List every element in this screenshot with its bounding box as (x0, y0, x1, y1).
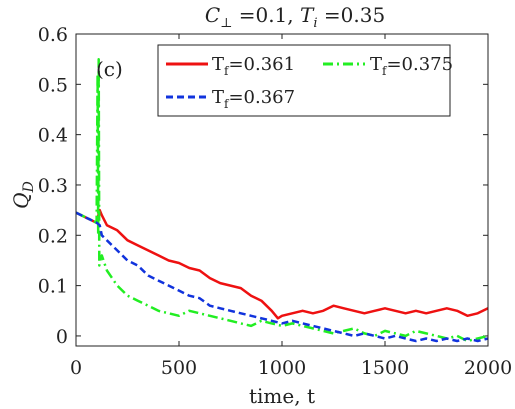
chart-title: C⊥ =0.1, Ti =0.35 (205, 3, 385, 31)
legend-label-series-1: Tf=0.361 (212, 54, 295, 78)
legend: Tf=0.361 Tf=0.375 Tf=0.367 (157, 44, 453, 117)
x-tick-label: 1000 (258, 357, 306, 379)
x-tick-label: 2000 (464, 357, 512, 379)
x-tick-label: 1500 (361, 357, 409, 379)
tick-layer: 0 500 1000 1500 2000 0 0.1 0.2 0.3 0.4 0.5 0.6 (38, 24, 512, 379)
y-tick-label: 0 (56, 326, 68, 348)
plot-frame (75, 33, 489, 347)
series-line-3 (75, 211, 489, 343)
y-tick-label: 0.1 (38, 276, 68, 298)
panel-label: (c) (96, 57, 123, 81)
legend-box (157, 44, 451, 117)
y-tick-label: 0.6 (38, 24, 68, 46)
legend-label-series-3: Tf=0.367 (212, 87, 295, 111)
x-tick-label: 500 (161, 357, 197, 379)
y-tick-label: 0.2 (38, 225, 68, 247)
series-line-1 (75, 208, 489, 320)
legend-label-series-2: Tf=0.375 (370, 54, 453, 78)
y-tick-label: 0.4 (38, 125, 68, 147)
series-layer (75, 57, 489, 343)
x-axis-label: time, t (249, 384, 315, 408)
y-axis-label: QD (9, 181, 37, 209)
x-tick-label: 0 (70, 357, 82, 379)
y-tick-label: 0.3 (38, 175, 68, 197)
y-tick-label: 0.5 (38, 74, 68, 96)
series-line-2 (75, 57, 489, 343)
